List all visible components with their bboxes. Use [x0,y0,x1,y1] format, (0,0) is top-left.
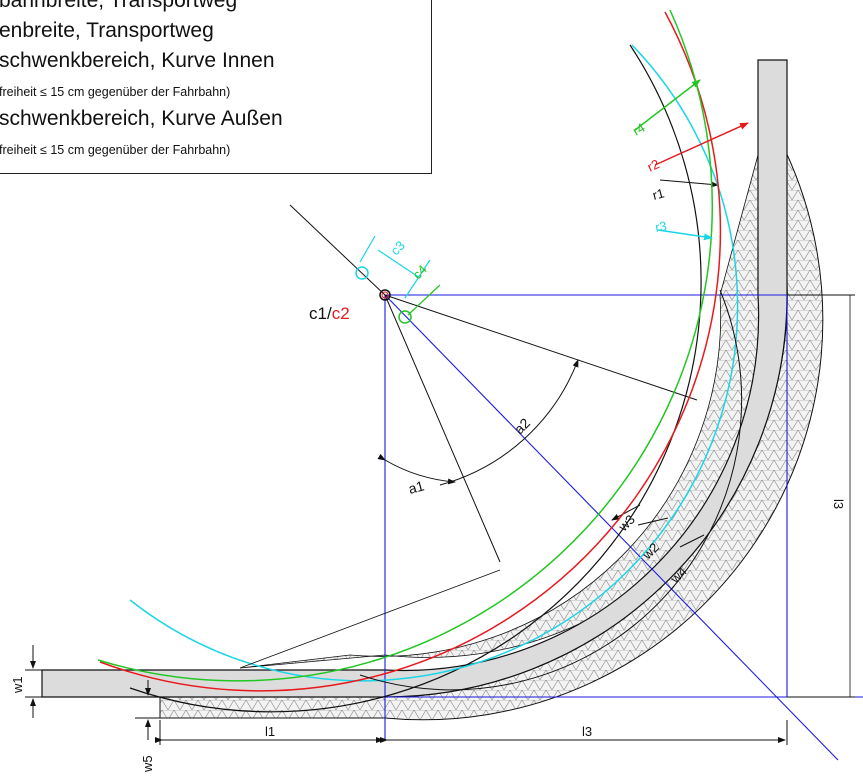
legend-line-1: bahnbreite, Transportweg [0,0,238,12]
roadway-band [41,59,788,698]
center-c3-marker [355,266,369,280]
arc-r4 [97,9,714,682]
label-a1: a1 [407,477,426,497]
center-c1-c2-marker [379,289,391,301]
label-l3-bottom: l3 [582,724,592,739]
label-l1: l1 [265,724,275,739]
label-w3: w3 [615,512,638,535]
label-w5: w5 [140,755,155,773]
legend-line-3: schwenkbereich, Kurve Innen [0,49,275,72]
arc-r3 [129,44,739,682]
label-r2: r2 [645,156,662,174]
label-center: c1/c2 [309,304,350,323]
legend-line-3-note: freiheit ≤ 15 cm gegenüber der Fahrbahn) [0,85,231,99]
legend-line-4-note: freiheit ≤ 15 cm gegenüber der Fahrbahn) [0,143,231,157]
arc-r1 [129,44,702,713]
label-l3-side: l3 [831,499,846,509]
label-w1: w1 [10,676,25,694]
label-c3: c3 [388,238,408,258]
label-r1: r1 [651,185,666,202]
label-r3: r3 [654,218,668,235]
arc-r2 [99,11,722,692]
legend-box: bahnbreite, Transportweg enbreite, Trans… [0,0,432,174]
center-c4-marker [398,310,412,324]
legend-line-4: schwenkbereich, Kurve Außen [0,107,283,130]
legend-line-2: enbreite, Transportweg [0,19,214,42]
